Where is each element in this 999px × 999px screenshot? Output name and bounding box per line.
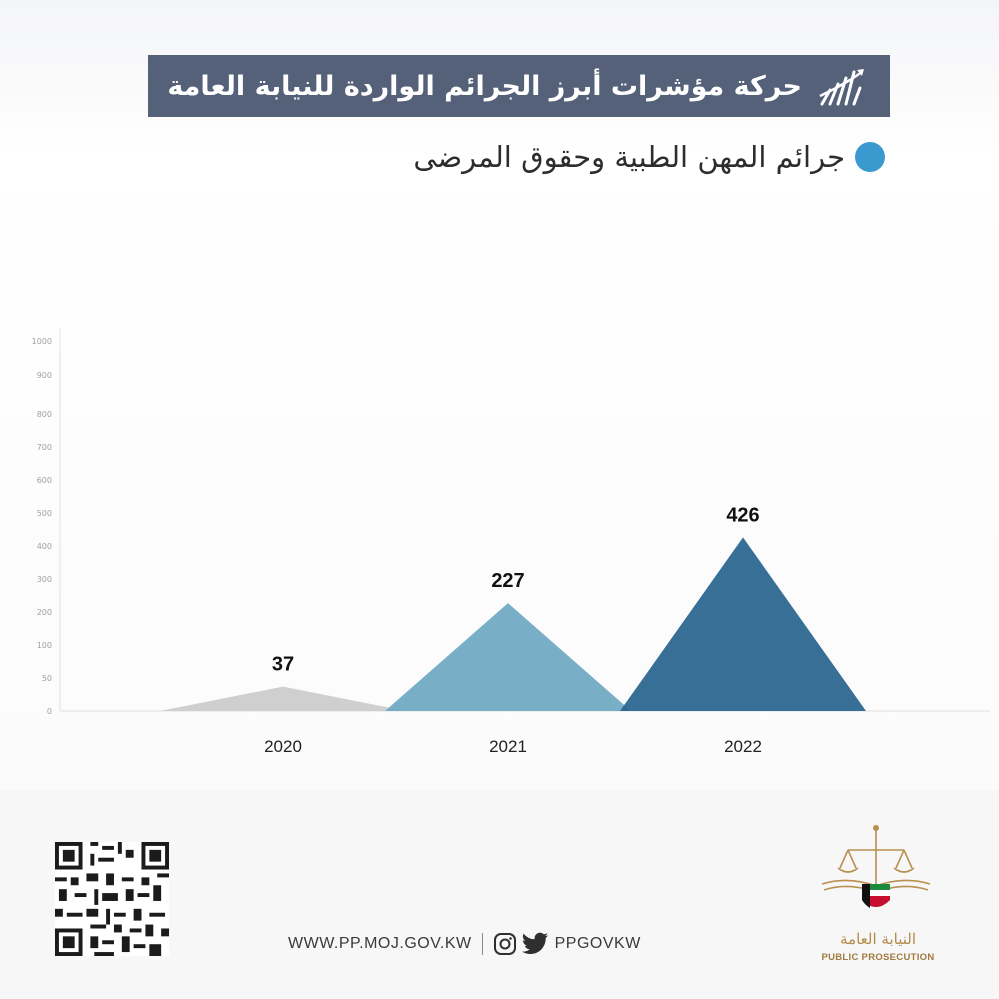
y-tick-label: 700 (37, 443, 52, 452)
y-tick-label: 100 (37, 641, 52, 650)
data-label-2022: 426 (726, 504, 759, 526)
chart-title: جرائم المهن الطبية وحقوق المرضى (413, 140, 845, 174)
footer-links: WWW.PP.MOJ.GOV.KW PPGOVKW (288, 930, 641, 958)
triangle-2022 (620, 537, 866, 711)
y-tick-label: 50 (42, 674, 52, 683)
title-banner: حركة مؤشرات أبرز الجرائم الواردة للنيابة… (148, 55, 890, 117)
data-label-2021: 227 (491, 570, 524, 592)
website-link[interactable]: WWW.PP.MOJ.GOV.KW (288, 935, 472, 952)
y-tick-label: 500 (37, 509, 52, 518)
social-handle[interactable]: PPGOVKW (554, 935, 641, 952)
page-title: حركة مؤشرات أبرز الجرائم الواردة للنيابة… (167, 70, 802, 102)
rising-bars-chart-icon (819, 69, 864, 106)
data-label-2020: 37 (272, 654, 294, 676)
x-tick-label-2020: 2020 (264, 737, 302, 756)
y-tick-label: 300 (37, 575, 52, 584)
y-tick-label: 800 (37, 410, 52, 419)
bullet-dot-icon (855, 142, 885, 172)
footer-divider (481, 933, 483, 955)
x-tick-label-2021: 2021 (489, 737, 527, 756)
logo-arabic-text: النيابة العامة (840, 930, 916, 948)
y-tick-label: 200 (37, 608, 52, 617)
y-tick-label: 900 (37, 371, 52, 380)
twitter-icon[interactable] (521, 932, 549, 956)
y-tick-label: 600 (37, 476, 52, 485)
logo-english-text: PUBLIC PROSECUTION (821, 952, 935, 963)
instagram-icon[interactable] (493, 932, 517, 956)
y-tick-label: 400 (37, 542, 52, 551)
x-tick-label-2022: 2022 (724, 737, 762, 756)
triangle-2020 (160, 686, 406, 711)
public-prosecution-logo (821, 825, 931, 908)
y-tick-label: 0 (47, 707, 52, 716)
triangle-2021 (385, 603, 631, 711)
y-tick-label: 1000 (32, 337, 52, 346)
chart: 0 50 100 200 300 400 500 600 700 800 900 1000 37 2020… (32, 328, 990, 756)
chart-subtitle: جرائم المهن الطبية وحقوق المرضى (413, 140, 885, 174)
qr-code-icon[interactable] (55, 842, 169, 956)
